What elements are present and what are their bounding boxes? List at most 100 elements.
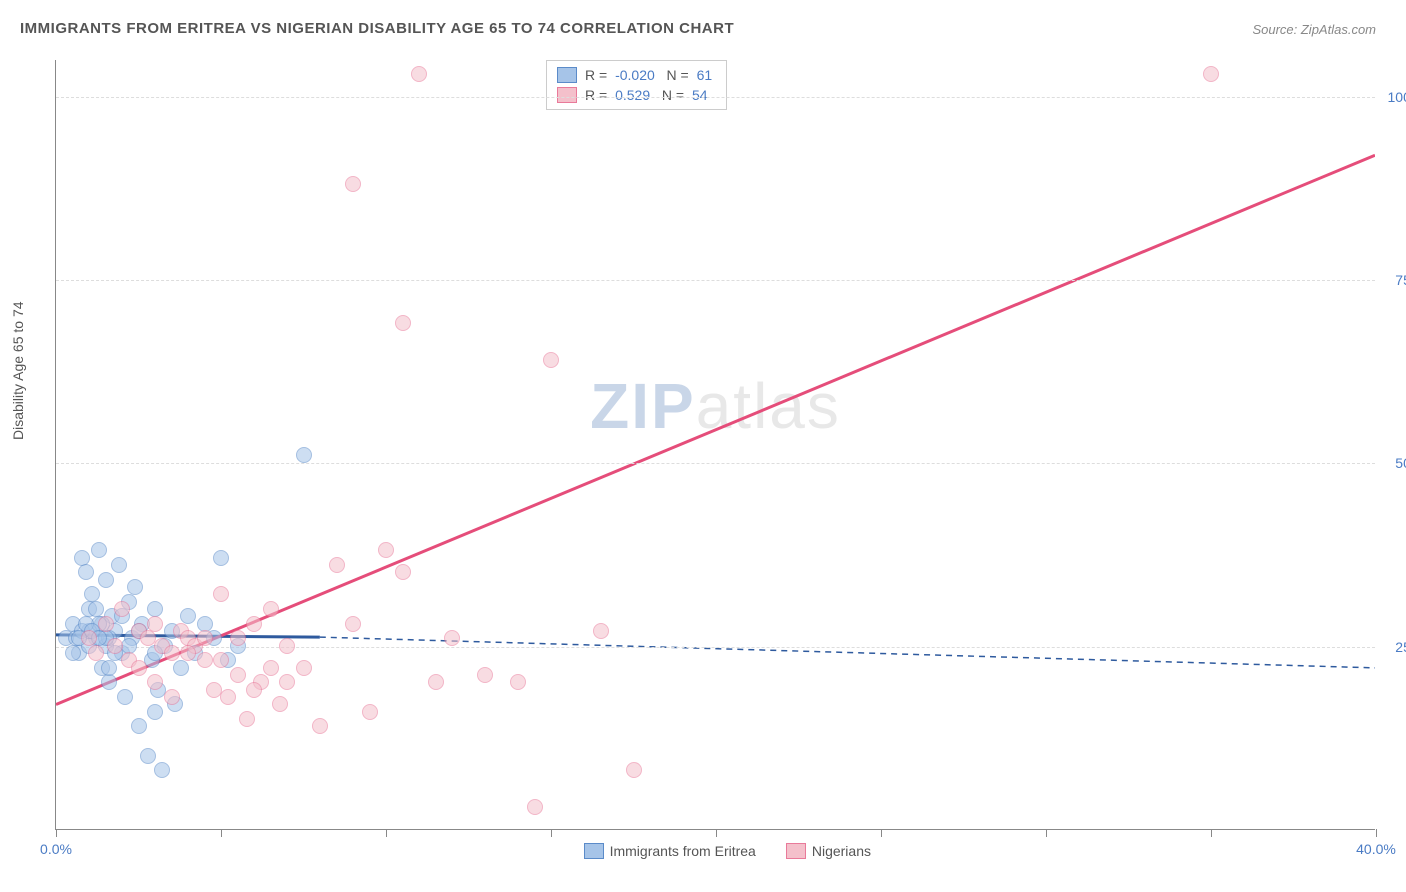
watermark: ZIPatlas	[590, 369, 841, 443]
x-tick	[1376, 829, 1377, 837]
scatter-point	[98, 572, 114, 588]
scatter-point	[362, 704, 378, 720]
legend-swatch	[584, 843, 604, 859]
legend-series-item: Nigerians	[786, 843, 871, 859]
scatter-point	[101, 660, 117, 676]
scatter-point	[395, 564, 411, 580]
scatter-point	[131, 718, 147, 734]
scatter-point	[213, 586, 229, 602]
watermark-atlas: atlas	[696, 370, 841, 442]
legend-stat-row: R = -0.020 N = 61	[557, 65, 716, 85]
chart-title: IMMIGRANTS FROM ERITREA VS NIGERIAN DISA…	[20, 20, 734, 37]
y-tick-label: 50.0%	[1395, 455, 1406, 471]
scatter-point	[1203, 66, 1219, 82]
scatter-point	[279, 674, 295, 690]
scatter-point	[197, 630, 213, 646]
scatter-point	[127, 579, 143, 595]
scatter-point	[114, 601, 130, 617]
scatter-point	[444, 630, 460, 646]
scatter-point	[239, 711, 255, 727]
scatter-point	[111, 557, 127, 573]
scatter-point	[263, 660, 279, 676]
x-tick	[716, 829, 717, 837]
scatter-point	[81, 630, 97, 646]
scatter-point	[180, 645, 196, 661]
scatter-point	[345, 616, 361, 632]
scatter-point	[173, 660, 189, 676]
legend-swatch	[557, 87, 577, 103]
legend-series-label: Nigerians	[812, 843, 871, 859]
scatter-point	[91, 542, 107, 558]
scatter-point	[296, 447, 312, 463]
scatter-point	[510, 674, 526, 690]
watermark-zip: ZIP	[590, 370, 696, 442]
scatter-point	[147, 601, 163, 617]
scatter-point	[378, 542, 394, 558]
scatter-point	[626, 762, 642, 778]
y-tick-label: 25.0%	[1395, 639, 1406, 655]
scatter-point	[147, 704, 163, 720]
scatter-point	[197, 616, 213, 632]
legend-series-label: Immigrants from Eritrea	[610, 843, 756, 859]
gridline	[56, 97, 1375, 98]
scatter-point	[543, 352, 559, 368]
legend-series: Immigrants from Eritrea Nigerians	[584, 843, 871, 859]
legend-series-item: Immigrants from Eritrea	[584, 843, 756, 859]
scatter-point	[593, 623, 609, 639]
scatter-point	[65, 645, 81, 661]
scatter-point	[84, 586, 100, 602]
scatter-point	[263, 601, 279, 617]
scatter-point	[213, 652, 229, 668]
scatter-point	[147, 674, 163, 690]
y-axis-label: Disability Age 65 to 74	[10, 301, 26, 440]
scatter-point	[213, 550, 229, 566]
scatter-point	[428, 674, 444, 690]
y-tick-label: 75.0%	[1395, 272, 1406, 288]
legend-stat-text: R = 0.529 N = 54	[585, 87, 712, 103]
x-tick	[1046, 829, 1047, 837]
scatter-point	[147, 616, 163, 632]
scatter-point	[477, 667, 493, 683]
scatter-point	[197, 652, 213, 668]
scatter-point	[164, 645, 180, 661]
x-tick	[56, 829, 57, 837]
scatter-point	[220, 689, 236, 705]
scatter-point	[131, 660, 147, 676]
legend-swatch	[557, 67, 577, 83]
source-attribution: Source: ZipAtlas.com	[1252, 22, 1376, 37]
gridline	[56, 280, 1375, 281]
x-tick	[881, 829, 882, 837]
legend-swatch	[786, 843, 806, 859]
scatter-point	[98, 616, 114, 632]
scatter-point	[164, 689, 180, 705]
y-tick-label: 100.0%	[1388, 89, 1406, 105]
legend-stats: R = -0.020 N = 61 R = 0.529 N = 54	[546, 60, 727, 110]
x-tick	[221, 829, 222, 837]
scatter-point	[107, 638, 123, 654]
scatter-point	[180, 608, 196, 624]
plot-area: ZIPatlas R = -0.020 N = 61 R = 0.529 N =…	[55, 60, 1375, 830]
x-tick-label: 40.0%	[1356, 841, 1396, 857]
scatter-point	[101, 674, 117, 690]
x-tick	[1211, 829, 1212, 837]
scatter-point	[230, 630, 246, 646]
scatter-point	[272, 696, 288, 712]
scatter-point	[88, 645, 104, 661]
gridline	[56, 647, 1375, 648]
scatter-point	[246, 682, 262, 698]
scatter-point	[345, 176, 361, 192]
scatter-point	[230, 667, 246, 683]
x-tick	[551, 829, 552, 837]
scatter-point	[279, 638, 295, 654]
scatter-point	[395, 315, 411, 331]
gridline	[56, 463, 1375, 464]
scatter-point	[140, 748, 156, 764]
scatter-point	[88, 601, 104, 617]
x-tick-label: 0.0%	[40, 841, 72, 857]
scatter-point	[117, 689, 133, 705]
scatter-point	[329, 557, 345, 573]
scatter-point	[527, 799, 543, 815]
scatter-point	[78, 564, 94, 580]
scatter-point	[246, 616, 262, 632]
x-tick	[386, 829, 387, 837]
